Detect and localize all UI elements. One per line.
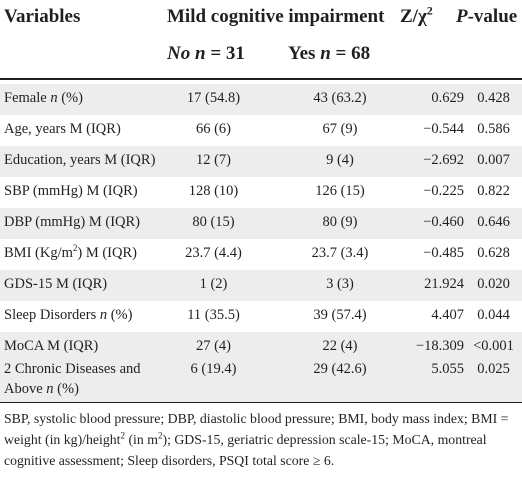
header-yes-group: Yes n = 68	[288, 43, 371, 64]
table-row: 2 Chronic Diseases and Above n (%) 6 (19…	[0, 358, 522, 402]
row-label: MoCA M (IQR)	[4, 338, 99, 354]
header-no-group: No n = 31	[167, 43, 245, 64]
table-bottom-rule	[0, 402, 522, 403]
table-row: Sleep Disorders n (%) 11 (35.5) 39 (57.4) 4…	[0, 301, 522, 332]
cell-no: 12 (7)	[195, 152, 232, 168]
cell-yes: 3 (3)	[326, 276, 354, 292]
cell-yes: 23.7 (3.4)	[311, 245, 369, 261]
cell-p: 0.025	[477, 361, 510, 377]
cell-z: −2.692	[423, 152, 464, 168]
cell-yes: 29 (42.6)	[313, 361, 367, 377]
row-label-line1: 2 Chronic Diseases and	[4, 361, 141, 377]
row-label: GDS-15 M (IQR)	[4, 276, 108, 292]
table-row: Age, years M (IQR) 66 (6) 67 (9) −0.544 0.58…	[0, 115, 522, 146]
cell-no: 1 (2)	[199, 276, 228, 292]
table-row: Education, years M (IQR) 12 (7) 9 (4) −2.69…	[0, 146, 522, 177]
cell-no: 6 (19.4)	[190, 361, 237, 377]
cell-z: −0.544	[423, 121, 464, 137]
cell-z: 4.407	[431, 307, 464, 323]
header-divider	[0, 78, 522, 80]
header-z-chi2: Z/χ2	[400, 3, 433, 27]
row-shade	[0, 146, 522, 177]
cell-z: 5.055	[431, 361, 464, 377]
row-shade	[0, 208, 522, 239]
cell-yes: 67 (9)	[322, 121, 358, 137]
cell-z: 21.924	[424, 276, 464, 292]
cell-p: 0.044	[477, 307, 510, 323]
table-row: Female n (%) 17 (54.8) 43 (63.2) 0.629 0.428	[0, 84, 522, 115]
table-row: GDS-15 M (IQR) 1 (2) 3 (3) 21.924 0.020	[0, 270, 522, 301]
cell-p: 0.628	[477, 245, 510, 261]
cell-z: −0.460	[423, 214, 464, 230]
table-row: BMI (Kg/m2) M (IQR) 23.7 (4.4) 23.7 (3.4) −…	[0, 239, 522, 270]
row-label: SBP (mmHg) M (IQR)	[4, 183, 138, 199]
row-label: Sleep Disorders n (%)	[4, 307, 133, 323]
row-label: Education, years M (IQR)	[4, 152, 156, 168]
header-group-title: Mild cognitive impairment	[167, 6, 385, 27]
cell-p: 0.020	[477, 276, 510, 292]
cell-yes: 43 (63.2)	[313, 90, 367, 106]
cell-z: −0.225	[423, 183, 464, 199]
cell-yes: 22 (4)	[322, 338, 358, 354]
cell-no: 11 (35.5)	[187, 307, 240, 323]
table-row: MoCA M (IQR) 27 (4) 22 (4) −18.309 <0.001	[0, 332, 522, 363]
cell-p: 0.822	[477, 183, 510, 199]
cell-p: 0.428	[477, 90, 510, 106]
cell-yes: 80 (9)	[322, 214, 358, 230]
row-label: Age, years M (IQR)	[4, 121, 121, 137]
cell-no: 128 (10)	[188, 183, 239, 199]
header-row-2: No n = 31 Yes n = 68	[0, 40, 522, 76]
cell-yes: 126 (15)	[315, 183, 365, 199]
cell-p: 0.646	[477, 214, 510, 230]
cell-p: <0.001	[473, 338, 514, 354]
header-variables: Variables	[4, 6, 81, 27]
table-row: SBP (mmHg) M (IQR) 128 (10) 126 (15) −0.225…	[0, 177, 522, 208]
cell-z: 0.629	[431, 90, 464, 106]
row-shade	[0, 84, 522, 115]
header-p-value: P-value	[456, 6, 518, 27]
cell-p: 0.586	[477, 121, 510, 137]
cell-yes: 9 (4)	[326, 152, 354, 168]
row-shade	[0, 332, 522, 363]
row-label: BMI (Kg/m2) M (IQR)	[4, 243, 137, 261]
cell-no: 23.7 (4.4)	[185, 245, 242, 261]
cell-no: 17 (54.8)	[186, 90, 241, 106]
table-row: DBP (mmHg) M (IQR) 80 (15) 80 (9) −0.460 0.6…	[0, 208, 522, 239]
row-label: Female n (%)	[4, 90, 83, 106]
cell-no: 80 (15)	[192, 214, 235, 230]
cell-z: −18.309	[415, 338, 464, 354]
cell-no: 66 (6)	[195, 121, 232, 137]
cell-yes: 39 (57.4)	[313, 307, 367, 323]
row-shade	[0, 270, 522, 301]
cell-p: 0.007	[477, 152, 510, 168]
row-shade	[0, 358, 522, 402]
table-footnote: SBP, systolic blood pressure; DBP, diast…	[4, 411, 509, 468]
row-label: DBP (mmHg) M (IQR)	[4, 214, 141, 230]
header-row-1: Variables Mild cognitive impairment Z/χ2…	[0, 0, 522, 40]
cell-z: −0.485	[423, 245, 464, 261]
row-label-line2: Above n (%)	[4, 381, 79, 397]
cell-no: 27 (4)	[195, 338, 232, 354]
